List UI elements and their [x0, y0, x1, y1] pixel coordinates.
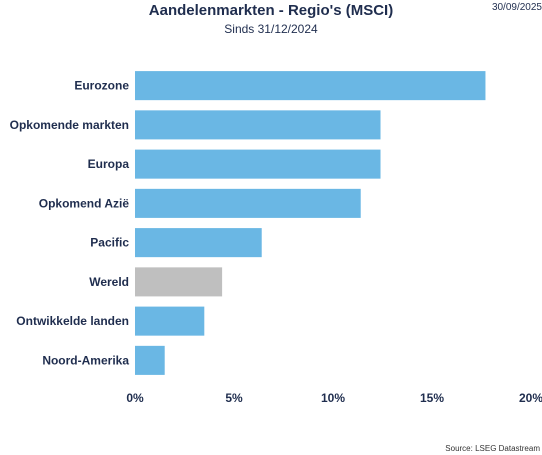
x-tick-label: 10% — [321, 391, 345, 405]
source-note: Source: LSEG Datastream — [445, 444, 540, 453]
bar-3 — [135, 188, 361, 218]
category-label: Opkomend Azië — [39, 196, 130, 210]
bar-4 — [135, 228, 262, 258]
category-label: Eurozone — [74, 79, 129, 93]
category-label: Noord-Amerika — [42, 353, 129, 367]
category-label: Pacific — [90, 236, 129, 250]
category-label: Opkomende markten — [10, 118, 129, 132]
bar-7 — [135, 345, 165, 375]
x-tick-label: 20% — [519, 391, 542, 405]
chart-subtitle: Sinds 31/12/2024 — [224, 22, 318, 36]
x-tick-label: 0% — [126, 391, 144, 405]
x-tick-label: 15% — [420, 391, 444, 405]
bar-5 — [135, 267, 223, 297]
category-label: Wereld — [89, 275, 129, 289]
chart-title: Aandelenmarkten - Regio's (MSCI) — [148, 2, 394, 19]
bar-0 — [135, 71, 486, 101]
date-label: 30/09/2025 — [491, 2, 542, 13]
bar-2 — [135, 149, 381, 179]
category-label: Ontwikkelde landen — [16, 314, 129, 328]
bar-6 — [135, 306, 205, 336]
category-label: Europa — [88, 157, 130, 171]
x-tick-label: 5% — [225, 391, 243, 405]
bar-1 — [135, 110, 381, 140]
